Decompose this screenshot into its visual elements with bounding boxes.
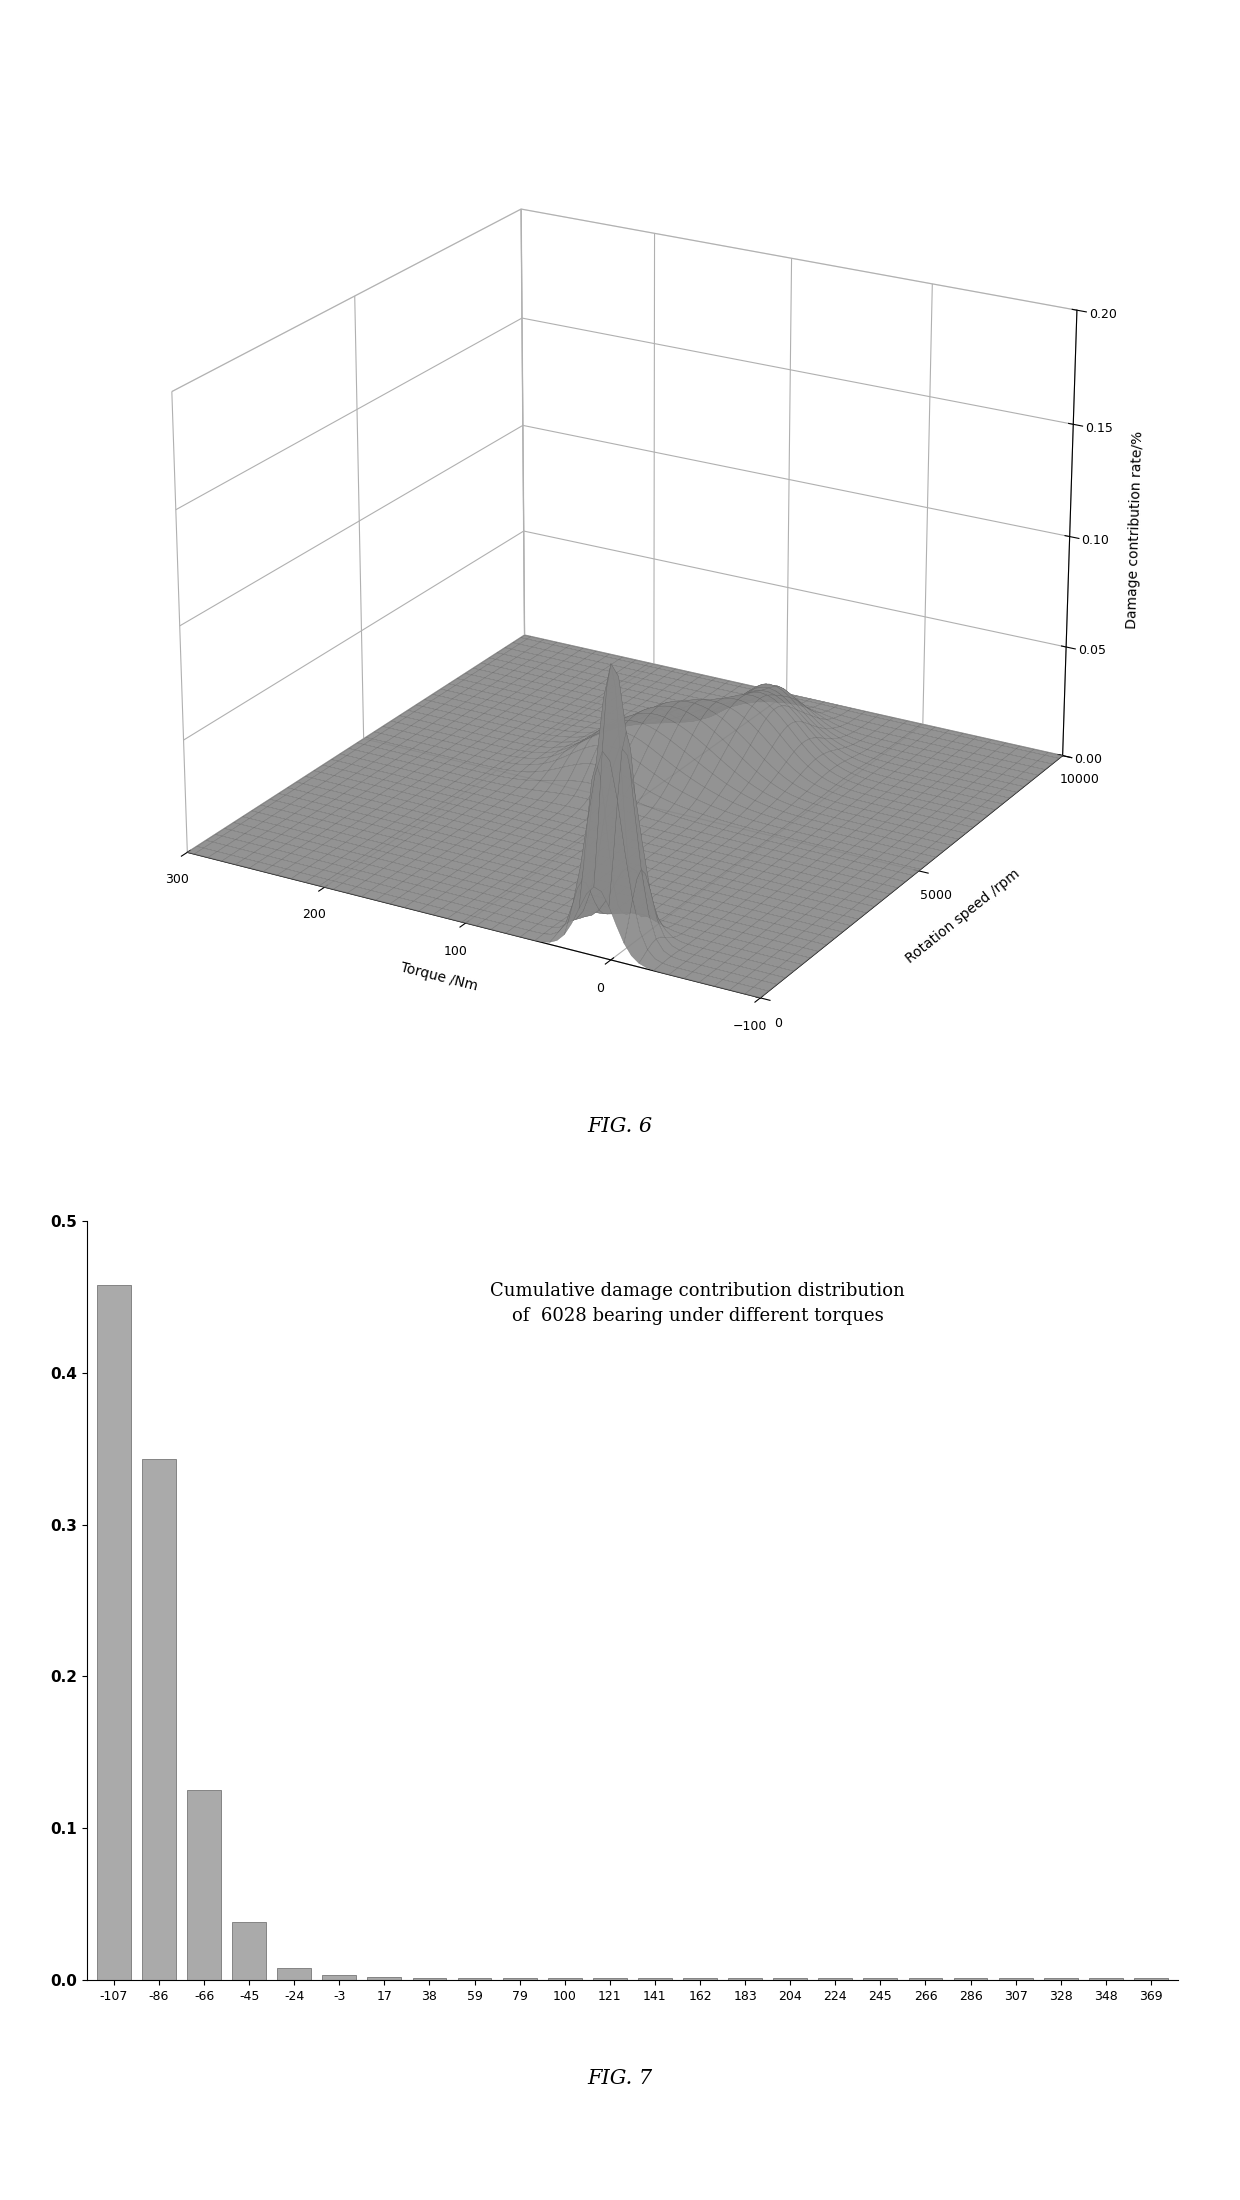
Bar <box>278 1967 311 1980</box>
Bar <box>187 1791 221 1980</box>
Bar <box>143 1459 176 1980</box>
Text: FIG. 6: FIG. 6 <box>588 1118 652 1135</box>
Y-axis label: Rotation speed /rpm: Rotation speed /rpm <box>903 867 1023 966</box>
Bar <box>232 1923 267 1980</box>
Bar <box>367 1978 402 1980</box>
Bar <box>97 1285 130 1980</box>
Bar <box>413 1978 446 1980</box>
X-axis label: Torque /Nm: Torque /Nm <box>399 961 479 994</box>
Text: Cumulative damage contribution distribution
of  6028 bearing under different tor: Cumulative damage contribution distribut… <box>491 1283 905 1324</box>
Text: FIG. 7: FIG. 7 <box>588 2070 652 2088</box>
Bar <box>322 1976 356 1980</box>
